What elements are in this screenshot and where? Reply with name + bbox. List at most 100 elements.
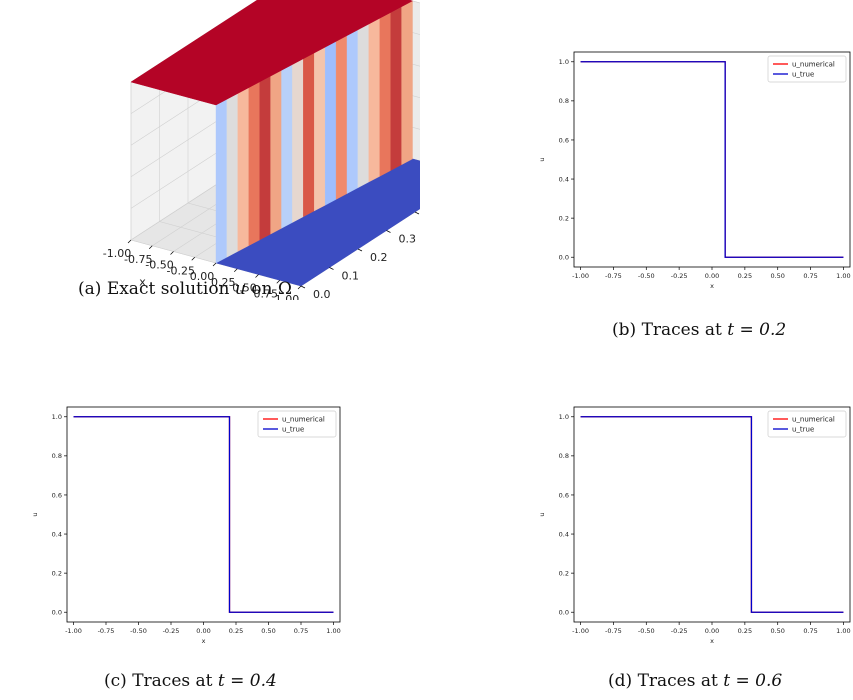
y-tick-label: 0.4: [52, 530, 62, 538]
series-line-u_numerical: [580, 61, 844, 258]
x-tick-label: -0.25: [163, 627, 180, 635]
surface-shock-strip: [357, 23, 369, 189]
x-tick: [255, 274, 259, 278]
caption-b-label: (b): [612, 320, 637, 340]
x-tick-label: 1.00: [836, 627, 850, 635]
legend-entry: u_numerical: [792, 416, 835, 424]
surface-shock-strip: [259, 75, 271, 241]
t-tick-label: 0.2: [370, 251, 388, 264]
caption-c: (c) Traces at t = 0.4: [104, 671, 277, 691]
x-tick-label: 0.25: [738, 272, 752, 280]
y-axis-label: u: [538, 157, 546, 161]
x-tick-label: -0.25: [167, 264, 195, 277]
caption-a-var: u: [234, 279, 246, 299]
axes-frame: [573, 51, 851, 268]
x-tick-label: 1.00: [275, 293, 300, 300]
x-tick: [212, 262, 217, 267]
x-tick-label: -0.50: [638, 627, 655, 635]
x-tick: [191, 257, 195, 261]
caption-b-eq: t = 0.2: [727, 320, 787, 340]
x-tick-label: 0.25: [211, 276, 236, 289]
series-line-u_true: [580, 416, 844, 613]
x-tick: [170, 251, 174, 255]
surface-shock-strip: [292, 58, 304, 223]
x-tick-label: 0.00: [196, 627, 210, 635]
surface-shock-strip: [346, 29, 359, 194]
x-tick-label: 0.00: [705, 272, 719, 280]
surface-plot: 0.00.20.40.60.81.0u-1.00-0.75-0.50-0.250…: [103, 0, 420, 300]
x-tick-label: 0.75: [254, 287, 279, 300]
caption-c-text: Traces at: [132, 671, 213, 691]
legend-entry: u_true: [792, 426, 814, 434]
caption-d-text: Traces at: [637, 671, 718, 691]
caption-a-text: Exact solution: [106, 279, 230, 299]
y-tick-label: 1.0: [559, 58, 569, 66]
surface-shock-strip: [368, 17, 380, 183]
y-tick-label: 0.8: [559, 452, 569, 460]
x-tick-label: 0.50: [770, 272, 784, 280]
y-tick-label: 0.6: [559, 491, 569, 499]
surface-shock-strip: [401, 0, 413, 166]
axes-frame: [66, 406, 341, 623]
x-tick-label: -1.00: [572, 272, 589, 280]
x-tick-label: -0.50: [145, 259, 173, 272]
y-tick-label: 0.0: [559, 609, 569, 617]
y-tick-label: 0.6: [559, 136, 569, 144]
x-tick-label: 0.00: [705, 627, 719, 635]
caption-a-label: (a): [78, 279, 102, 299]
x-tick-label: -0.50: [638, 272, 655, 280]
x-tick-label: 0.75: [803, 272, 817, 280]
trace-plot-d: -1.00 -0.75 -0.50 -0.25 0.00 0.25 0.50 0.75 1.00…: [538, 406, 851, 645]
surface-shock-strip: [303, 52, 315, 218]
x-axis-label: x: [710, 282, 714, 290]
x-tick-label: 0.00: [190, 270, 215, 283]
surface-shock-strip: [215, 98, 228, 264]
t-tick: [357, 248, 363, 252]
x-tick-label: -0.75: [605, 627, 622, 635]
x-tick-label: -1.00: [103, 247, 131, 260]
legend-entry: u_true: [792, 71, 814, 79]
legend-box: [257, 410, 337, 438]
y-tick-label: 0.4: [559, 175, 569, 183]
x-tick-label: -0.75: [124, 253, 152, 266]
series-line-u_true: [580, 61, 844, 258]
series-line-u_numerical: [73, 416, 334, 613]
surface-shock-strip: [314, 46, 326, 212]
caption-a-domain: Ω: [277, 279, 292, 299]
trace-plot-b: -1.00 -0.75 -0.50 -0.25 0.00 0.25 0.50 0.75 1.00…: [538, 51, 851, 290]
legend-entry: u_numerical: [792, 61, 835, 69]
x-axis-label: x: [139, 275, 146, 288]
axes-frame: [573, 406, 851, 623]
x-tick-label: -0.50: [130, 627, 147, 635]
x-axis-label: x: [202, 637, 206, 645]
y-tick-label: 0.8: [52, 452, 62, 460]
x-tick-label: -0.25: [671, 627, 688, 635]
x-tick-label: -0.75: [98, 627, 115, 635]
t-tick-label: 0.0: [313, 288, 331, 300]
caption-a-on: on: [251, 279, 273, 299]
x-tick-label: 1.00: [326, 627, 340, 635]
x-tick-label: -0.25: [671, 272, 688, 280]
x-tick: [149, 245, 153, 249]
x-axis-label: x: [710, 637, 714, 645]
x-tick-label: 0.50: [261, 627, 275, 635]
surface-shock-strip: [379, 12, 391, 177]
x-tick: [276, 280, 280, 284]
y-tick-label: 0.6: [52, 491, 62, 499]
series-line-u_true: [73, 416, 334, 613]
legend-box: [767, 410, 847, 438]
y-tick-label: 0.4: [559, 530, 569, 538]
x-tick: [297, 285, 302, 290]
x-tick-label: 0.50: [770, 627, 784, 635]
y-tick-label: 0.0: [52, 609, 62, 617]
x-tick-label: 1.00: [836, 272, 850, 280]
y-axis-label: u: [538, 512, 546, 516]
y-tick-label: 1.0: [52, 413, 62, 421]
series-line-u_numerical: [580, 416, 844, 613]
x-tick-label: -0.75: [605, 272, 622, 280]
x-tick: [127, 239, 132, 244]
trace-plot-c: -1.00 -0.75 -0.50 -0.25 0.00 0.25 0.50 0.75 1.00…: [31, 406, 341, 645]
legend-entry: u_true: [282, 426, 304, 434]
y-tick-label: 0.2: [559, 569, 569, 577]
y-tick-label: 1.0: [559, 413, 569, 421]
